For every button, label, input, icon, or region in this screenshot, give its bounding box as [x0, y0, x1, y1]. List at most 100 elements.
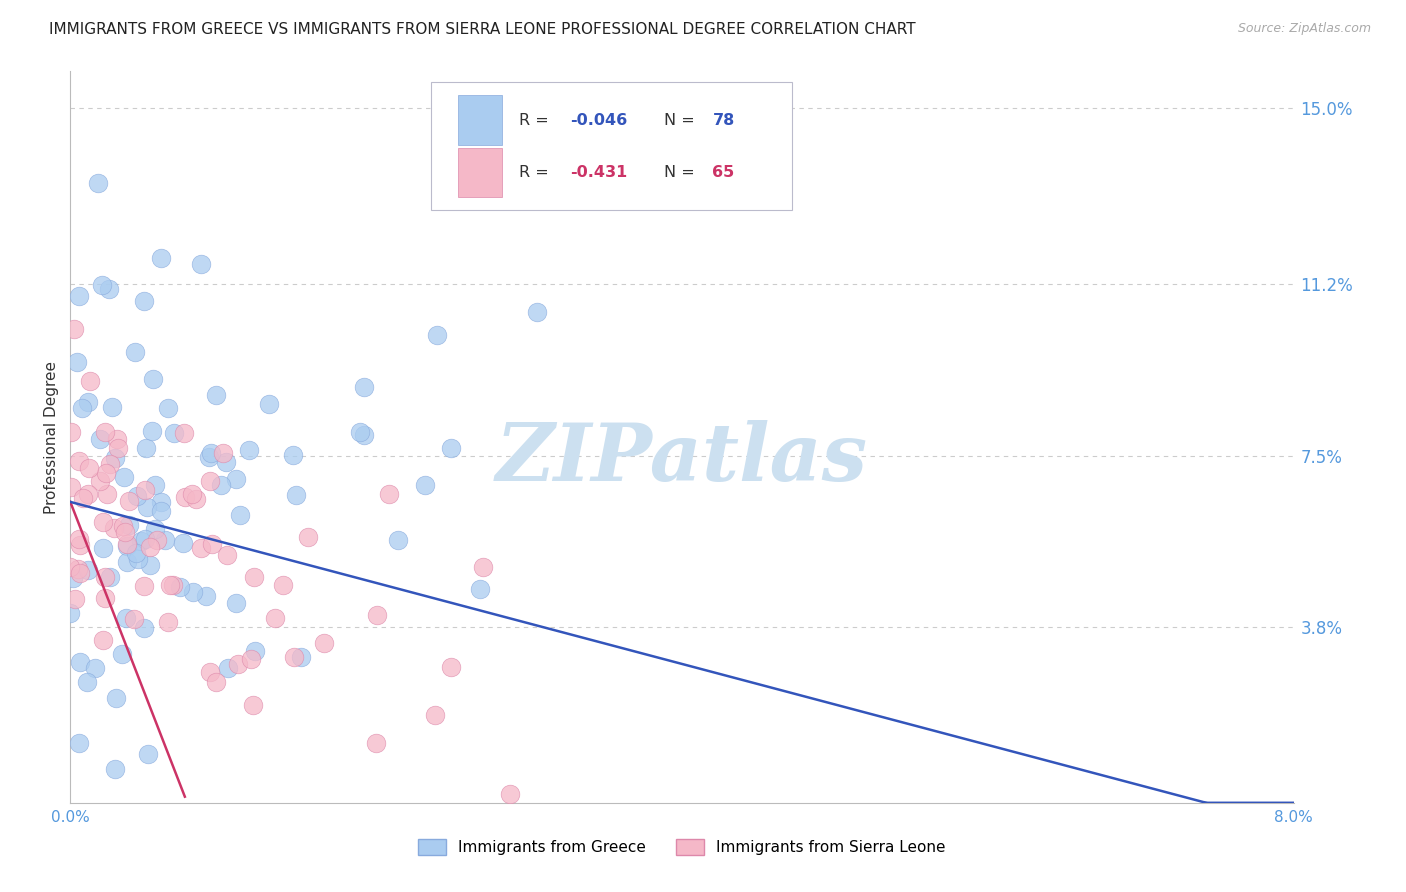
Point	[96, 486, 118, 500]
FancyBboxPatch shape	[458, 147, 502, 197]
Point	[89, 433, 111, 447]
Point	[172, 536, 194, 550]
Point	[149, 251, 172, 265]
Point	[105, 691, 128, 706]
Point	[211, 478, 233, 492]
Point	[125, 546, 148, 560]
Point	[135, 441, 157, 455]
Point	[366, 608, 388, 623]
Point	[69, 655, 91, 669]
Point	[205, 387, 228, 401]
Y-axis label: Professional Degree: Professional Degree	[44, 360, 59, 514]
Text: IMMIGRANTS FROM GREECE VS IMMIGRANTS FROM SIERRA LEONE PROFESSIONAL DEGREE CORRE: IMMIGRANTS FROM GREECE VS IMMIGRANTS FRO…	[49, 22, 915, 37]
FancyBboxPatch shape	[432, 82, 792, 211]
Point	[238, 443, 260, 458]
Point	[297, 530, 319, 544]
Point	[97, 282, 120, 296]
Point	[159, 578, 181, 592]
Point	[104, 762, 127, 776]
Point	[180, 487, 202, 501]
Point	[472, 560, 495, 574]
Point	[115, 611, 138, 625]
Point	[98, 457, 121, 471]
Point	[143, 478, 166, 492]
Text: 65: 65	[713, 165, 735, 180]
Point	[156, 615, 179, 629]
Point	[87, 176, 110, 190]
Point	[353, 427, 375, 442]
Point	[76, 395, 98, 409]
Point	[146, 533, 169, 548]
Point	[77, 563, 100, 577]
Point	[162, 578, 184, 592]
Point	[138, 558, 160, 573]
Point	[63, 592, 86, 607]
Point	[62, 571, 84, 585]
Point	[423, 707, 446, 722]
Point	[134, 483, 156, 498]
Point	[69, 538, 91, 552]
Point	[94, 570, 117, 584]
Point	[173, 426, 195, 441]
Point	[198, 450, 221, 464]
Point	[387, 533, 409, 547]
Point	[79, 460, 101, 475]
Point	[470, 582, 492, 597]
Point	[66, 561, 89, 575]
Point	[190, 541, 212, 555]
Point	[60, 425, 83, 440]
Point	[194, 589, 217, 603]
Point	[103, 521, 125, 535]
Text: R =: R =	[519, 112, 554, 128]
Point	[127, 551, 149, 566]
Point	[225, 596, 247, 610]
Point	[114, 525, 136, 540]
Point	[229, 508, 252, 522]
Point	[163, 426, 186, 441]
Point	[149, 495, 172, 509]
Text: -0.046: -0.046	[571, 112, 628, 128]
Legend: Immigrants from Greece, Immigrants from Sierra Leone: Immigrants from Greece, Immigrants from …	[412, 833, 952, 861]
Point	[243, 570, 266, 584]
Point	[94, 591, 117, 605]
Point	[111, 647, 134, 661]
Point	[89, 474, 111, 488]
Point	[198, 474, 221, 488]
Point	[284, 488, 307, 502]
Point	[76, 675, 98, 690]
Point	[127, 489, 149, 503]
Point	[67, 532, 90, 546]
Point	[94, 466, 117, 480]
Point	[72, 491, 94, 505]
Point	[526, 305, 548, 319]
Point	[364, 736, 387, 750]
Point	[283, 650, 305, 665]
Point	[440, 441, 463, 455]
Text: R =: R =	[519, 165, 554, 180]
Point	[183, 585, 205, 599]
Point	[98, 569, 121, 583]
Point	[215, 455, 238, 469]
Point	[132, 621, 155, 635]
Text: N =: N =	[664, 112, 699, 128]
Point	[105, 433, 128, 447]
Point	[225, 472, 247, 486]
Point	[143, 523, 166, 537]
Point	[281, 448, 304, 462]
Point	[204, 674, 226, 689]
Point	[215, 548, 238, 562]
Text: ZIPatlas: ZIPatlas	[496, 420, 868, 498]
Point	[107, 441, 129, 455]
Point	[117, 539, 139, 553]
Point	[91, 277, 114, 292]
Point	[69, 566, 91, 580]
Point	[93, 425, 115, 440]
Point	[91, 541, 114, 555]
Point	[111, 519, 134, 533]
Point	[259, 397, 281, 411]
Point	[134, 579, 156, 593]
Point	[245, 644, 267, 658]
Point	[353, 379, 375, 393]
Point	[440, 660, 463, 674]
Text: N =: N =	[664, 165, 699, 180]
